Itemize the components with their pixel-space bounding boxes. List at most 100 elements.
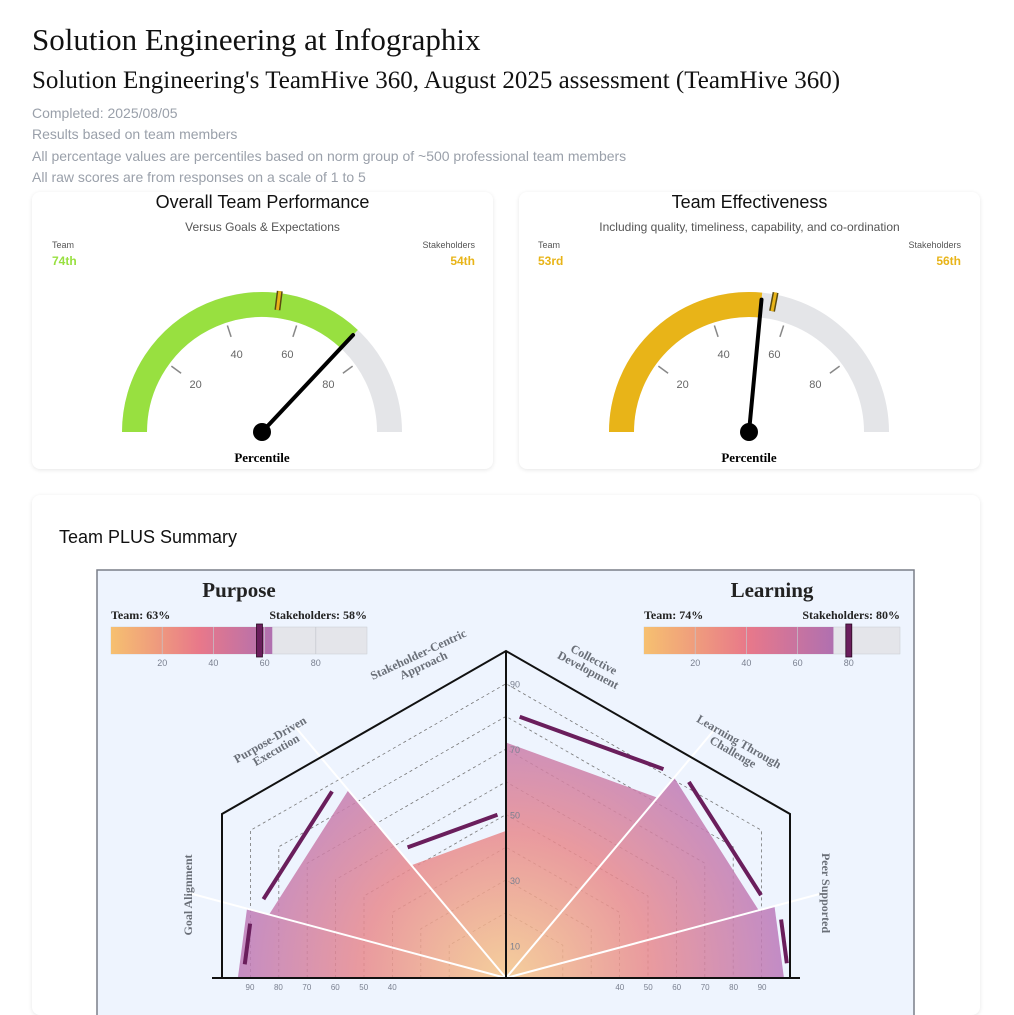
segment-label: Goal Alignment bbox=[181, 854, 195, 935]
purpose-team-text: Team: 63% bbox=[111, 608, 170, 622]
team-segment bbox=[506, 742, 658, 978]
learning-bar-tick: 40 bbox=[741, 658, 751, 668]
segment-label-group: Goal Alignment bbox=[181, 854, 195, 935]
radar-tick-label: 70 bbox=[510, 745, 520, 755]
radar-baseline-tick: 90 bbox=[246, 983, 255, 992]
gauge-axis-label: Percentile bbox=[234, 450, 290, 465]
learning-bar-tick: 20 bbox=[690, 658, 700, 668]
gauge-card-team-effectiveness: Team Effectiveness Including quality, ti… bbox=[519, 192, 980, 469]
purpose-bar-tick: 60 bbox=[260, 658, 270, 668]
radar-baseline-tick: 40 bbox=[388, 983, 397, 992]
stakeholder-segment-line bbox=[519, 714, 665, 771]
segment-label-line: Peer Supported bbox=[819, 853, 833, 933]
gauge-tick-label: 80 bbox=[322, 379, 334, 391]
team-label: Team bbox=[52, 240, 75, 250]
gauge-tick bbox=[829, 365, 841, 374]
team-percentile: 53rd bbox=[538, 254, 564, 268]
gauge-tick-label: 40 bbox=[718, 349, 730, 361]
purpose-stake-text: Stakeholders: 58% bbox=[269, 608, 367, 622]
raw-score-note: All raw scores are from responses on a s… bbox=[32, 169, 366, 185]
percentile-note: All percentage values are percentiles ba… bbox=[32, 148, 627, 164]
radar-baseline-tick: 90 bbox=[758, 983, 767, 992]
completed-date: Completed: 2025/08/05 bbox=[32, 105, 178, 121]
gauge-tick bbox=[170, 365, 182, 374]
learning-bar-tick: 80 bbox=[844, 658, 854, 668]
radar-baseline-tick: 80 bbox=[729, 983, 738, 992]
radar-spoke bbox=[189, 892, 507, 979]
radar-baseline-tick: 80 bbox=[274, 983, 283, 992]
radar-tick-label: 90 bbox=[510, 680, 520, 690]
gauge-tick bbox=[657, 365, 669, 374]
report-subtitle: Solution Engineering's TeamHive 360, Aug… bbox=[32, 67, 841, 94]
page-title: Solution Engineering at Infographix bbox=[32, 22, 481, 57]
radar-baseline-tick: 60 bbox=[672, 983, 681, 992]
radar-spoke bbox=[505, 892, 823, 979]
radar-baseline-tick: 70 bbox=[701, 983, 710, 992]
radar-baseline-tick: 70 bbox=[302, 983, 311, 992]
radar-tick-label: 10 bbox=[510, 941, 520, 951]
stakeholder-segment-line bbox=[242, 923, 253, 965]
stakeholder-marker-core bbox=[275, 290, 282, 311]
team-label: Team bbox=[538, 240, 561, 250]
learning-bar-tick: 60 bbox=[793, 658, 803, 668]
gauge-tick-label: 60 bbox=[281, 349, 293, 361]
gauge-tick-label: 40 bbox=[231, 349, 243, 361]
stakeholder-marker-core bbox=[770, 292, 778, 312]
purpose-bar-tick: 80 bbox=[311, 658, 321, 668]
gauge-needle-hub bbox=[740, 423, 758, 441]
radar-guide bbox=[249, 683, 762, 978]
gauge-chart: 20 40 60 80 Percentile bbox=[609, 291, 889, 465]
learning-heading: Learning bbox=[731, 578, 814, 602]
gauge-tick-label: 20 bbox=[677, 379, 689, 391]
stakeholders-percentile: 54th bbox=[450, 254, 475, 268]
purpose-bar-tick: 40 bbox=[208, 658, 218, 668]
gauge-axis-label: Percentile bbox=[721, 450, 777, 465]
purpose-bar-tick: 20 bbox=[157, 658, 167, 668]
learning-stake-text: Stakeholders: 80% bbox=[802, 608, 900, 622]
radar-chart: 90 70 50 30 10 90 90 80 80 70 70 60 60 50 50 40 40 Goal A… bbox=[96, 569, 915, 1015]
gauge-tick bbox=[779, 325, 785, 338]
results-basis-note: Results based on team members bbox=[32, 126, 238, 142]
gauge-needle bbox=[747, 297, 764, 434]
radar-tick-label: 30 bbox=[510, 876, 520, 886]
radar-spoke bbox=[505, 726, 717, 979]
stakeholders-label: Stakeholders bbox=[908, 240, 961, 250]
gauge-tick-label: 60 bbox=[768, 349, 780, 361]
gauge-team-fill bbox=[122, 292, 358, 433]
team-plus-summary-card: Team PLUS Summary 90 70 50 30 10 90 90 80 80 70 70… bbox=[32, 495, 980, 1015]
gauge-card-overall-performance: Overall Team Performance Versus Goals & … bbox=[32, 192, 493, 469]
stakeholder-segment-line bbox=[406, 812, 499, 850]
radar-baseline-tick: 50 bbox=[644, 983, 653, 992]
gauge-needle bbox=[260, 333, 356, 434]
team-segment bbox=[411, 830, 506, 978]
team-percentile: 74th bbox=[52, 254, 77, 268]
stakeholder-segment-line bbox=[779, 919, 789, 964]
gauge-team-fill bbox=[609, 292, 763, 433]
purpose-bar-team-fill bbox=[111, 627, 273, 654]
gauge-tick bbox=[342, 365, 354, 374]
gauge-tick bbox=[292, 325, 298, 338]
gauge-chart: 20 40 60 80 Percentile bbox=[122, 290, 402, 465]
summary-title: Team PLUS Summary bbox=[59, 527, 238, 547]
stakeholder-segment-line bbox=[261, 790, 334, 901]
learning-bar-team-fill bbox=[644, 627, 834, 654]
gauge-subtitle: Including quality, timeliness, capabilit… bbox=[599, 220, 900, 234]
gauge-tick-label: 80 bbox=[809, 379, 821, 391]
gauge-title: Team Effectiveness bbox=[671, 192, 828, 212]
radar-baseline-tick: 50 bbox=[359, 983, 368, 992]
learning-stake-marker bbox=[845, 623, 853, 658]
gauge-tick-label: 20 bbox=[190, 379, 202, 391]
team-segment bbox=[506, 777, 759, 978]
gauge-needle-hub bbox=[253, 423, 271, 441]
gauge-subtitle: Versus Goals & Expectations bbox=[185, 220, 340, 234]
purpose-stake-marker bbox=[256, 623, 263, 658]
gauge-title: Overall Team Performance bbox=[155, 192, 370, 212]
gauge-tick bbox=[226, 325, 232, 338]
segment-label: Peer Supported bbox=[819, 853, 833, 933]
segment-label-group: Peer Supported bbox=[819, 853, 833, 933]
learning-team-text: Team: 74% bbox=[644, 608, 703, 622]
stakeholders-percentile: 56th bbox=[936, 254, 961, 268]
radar-baseline-tick: 60 bbox=[331, 983, 340, 992]
radar-baseline-tick: 40 bbox=[615, 983, 624, 992]
team-segment bbox=[269, 790, 506, 978]
